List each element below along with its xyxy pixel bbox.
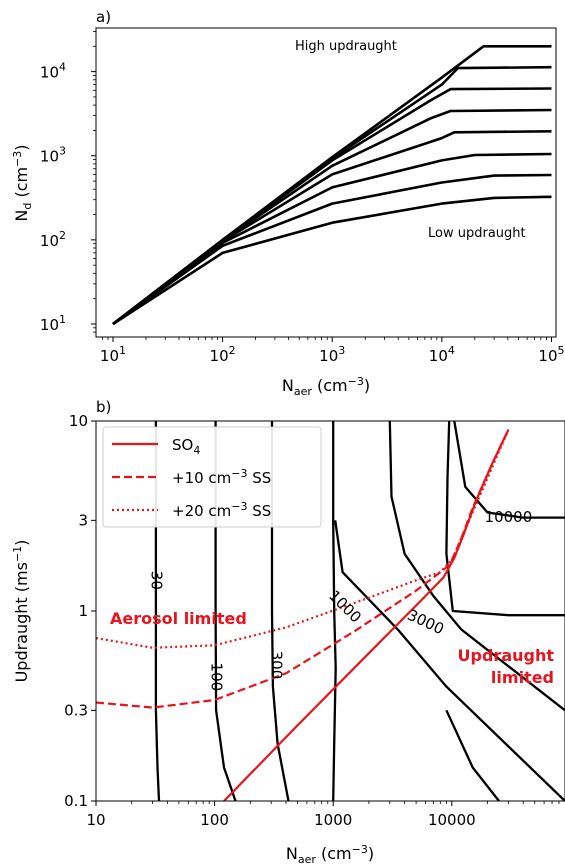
legend-entry-so4: SO4 — [172, 436, 200, 457]
legend-20ss-end: SS — [248, 502, 272, 520]
contour-line-3000 — [445, 709, 500, 801]
annotation-limited: limited — [491, 668, 554, 687]
panel-a-y-tick-label: 101 — [40, 313, 66, 334]
panel-b-xlabel-rest: (cm — [316, 844, 352, 863]
panel-a-x-tick-label: 103 — [319, 344, 345, 365]
panel-b-ylabel-base: Updraught (ms — [12, 562, 31, 682]
contour-label-30: 30 — [147, 571, 165, 590]
panel-b-xlabel-sub: aer — [298, 853, 317, 866]
panel-b-ylabel-sup: −1 — [11, 546, 24, 562]
annotation-aerosol-limited: Aerosol limited — [110, 609, 247, 628]
panel-a-x-tick-label: 104 — [429, 344, 455, 365]
contour-label-10000: 10000 — [485, 508, 533, 526]
panel-a-y-ticks: 101 102 103 104 — [40, 31, 96, 334]
panel-a-ylabel-sup: −3 — [11, 151, 24, 167]
annotation-updraught: Updraught — [458, 646, 555, 665]
legend-so4-sub: 4 — [193, 444, 200, 457]
panel-b-ylabel-end: ) — [12, 540, 31, 546]
panel-a-series-line-2 — [112, 173, 552, 326]
contour-label-300: 300 — [268, 651, 286, 680]
panel-a-x-axis-label: Naer (cm−3) — [282, 375, 370, 398]
contour-line-1000 — [334, 520, 565, 801]
panel-a-x-tick-label: 101 — [100, 344, 126, 365]
legend-10ss-sup: −3 — [231, 467, 247, 480]
panel-b-y-tick-label: 0.3 — [64, 701, 88, 719]
contour-line-3000 — [388, 421, 565, 712]
panel-a-xlabel-end: ) — [364, 376, 370, 395]
panel-b-x-ticks: 10 100 1000 10000 — [86, 801, 560, 829]
panel-a-x-tick-label: 102 — [210, 344, 236, 365]
panel-b-xlabel-end: ) — [368, 844, 374, 863]
panel-a-y-tick-label: 103 — [40, 145, 66, 166]
annotation-high-updraught: High updraught — [295, 39, 397, 54]
panel-a-ylabel-sub: d — [21, 203, 34, 210]
panel-a-ylabel-base: N — [12, 210, 31, 222]
annotation-low-updraught: Low updraught — [428, 226, 526, 241]
panel-b-y-ticks: 0.1 0.3 1 3 10 — [64, 412, 96, 810]
panel-a-series-line-5 — [112, 108, 552, 326]
contour-label-1000: 1000 — [325, 587, 365, 627]
panel-b-y-tick-label: 10 — [69, 412, 88, 430]
panel-a-y-tick-label: 102 — [40, 229, 66, 250]
panel-b-x-tick-label: 1000 — [314, 811, 352, 829]
panel-a-series-line-1 — [112, 195, 552, 326]
panel-b-y-tick-label: 1 — [78, 602, 88, 620]
panel-b-xlabel-base: N — [286, 844, 298, 863]
panel-b-y-axis-label: Updraught (ms−1) — [11, 540, 31, 683]
panel-a-y-axis-label: Nd (cm−3) — [11, 144, 34, 221]
panel-b-red-lines — [96, 429, 510, 801]
ss20-line — [96, 429, 510, 649]
panel-b-y-tick-label: 0.1 — [64, 792, 88, 810]
panel-a-series — [112, 45, 552, 326]
panel-a: a) 101 102 103 104 105 101 102 103 104 High upd… — [11, 8, 565, 398]
panel-a-series-line-7 — [112, 65, 552, 326]
panel-a-ylabel-rest: (cm — [12, 167, 31, 203]
panel-a-xlabel-rest: (cm — [312, 376, 348, 395]
legend-10ss-base: +10 cm — [172, 469, 231, 487]
contour-line-1000 — [332, 421, 337, 801]
legend-20ss-base: +20 cm — [172, 502, 231, 520]
panel-b-xlabel-sup: −3 — [352, 843, 368, 856]
panel-a-xlabel-sub: aer — [294, 385, 313, 398]
panel-b-y-tick-label: 3 — [78, 511, 88, 529]
panel-b-x-axis-label: Naer (cm−3) — [286, 843, 374, 866]
panel-a-frame — [95, 27, 557, 338]
contour-line-10000 — [445, 421, 565, 617]
panel-a-xlabel-sup: −3 — [348, 375, 364, 388]
panel-a-label: a) — [96, 8, 111, 26]
contour-label-3000: 3000 — [405, 606, 447, 638]
panel-a-x-ticks: 101 102 103 104 105 — [100, 337, 565, 365]
panel-a-series-line-8 — [112, 45, 552, 326]
legend: SO4 +10 cm−3 SS +20 cm−3 SS — [102, 426, 322, 528]
legend-box — [102, 426, 322, 528]
panel-b-x-tick-label: 10 — [86, 811, 105, 829]
contour-line-10000 — [453, 421, 565, 519]
panel-a-xlabel-base: N — [282, 376, 294, 395]
panel-b-label: b) — [96, 398, 111, 416]
panel-b-x-tick-label: 100 — [200, 811, 229, 829]
panel-a-ylabel-end: ) — [12, 144, 31, 150]
legend-20ss-sup: −3 — [231, 500, 247, 513]
panel-a-x-tick-label: 105 — [538, 344, 564, 365]
contour-label-100: 100 — [208, 663, 226, 692]
legend-entry-20ss: +20 cm−3 SS — [172, 500, 271, 520]
panel-a-y-tick-label: 104 — [40, 61, 66, 82]
panel-a-series-line-6 — [112, 87, 552, 326]
legend-10ss-end: SS — [248, 469, 272, 487]
legend-entry-10ss: +10 cm−3 SS — [172, 467, 271, 487]
legend-so4-base: SO — [172, 436, 193, 454]
panel-b-x-tick-label: 10000 — [428, 811, 476, 829]
